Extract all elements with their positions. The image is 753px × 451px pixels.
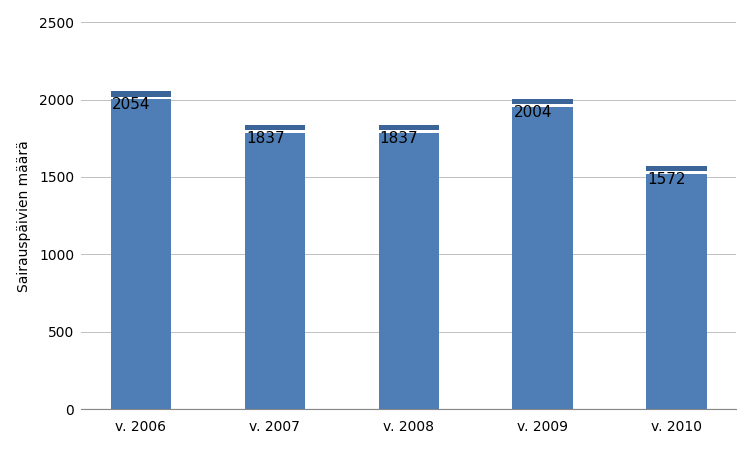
Bar bbox=[513, 99, 573, 104]
Bar bbox=[111, 91, 171, 97]
Bar bbox=[379, 133, 439, 409]
Bar bbox=[379, 125, 439, 130]
Bar bbox=[111, 99, 171, 409]
Text: 1837: 1837 bbox=[380, 130, 419, 146]
Text: 1837: 1837 bbox=[246, 130, 285, 146]
Bar bbox=[245, 125, 305, 130]
Text: 1572: 1572 bbox=[648, 171, 686, 187]
Bar bbox=[646, 166, 706, 171]
Bar bbox=[245, 133, 305, 409]
Text: 2054: 2054 bbox=[112, 97, 151, 112]
Bar bbox=[513, 107, 573, 409]
Text: 2004: 2004 bbox=[514, 105, 552, 120]
Bar bbox=[646, 174, 706, 409]
Y-axis label: Sairauspäivien määrä: Sairauspäivien määrä bbox=[17, 140, 31, 291]
